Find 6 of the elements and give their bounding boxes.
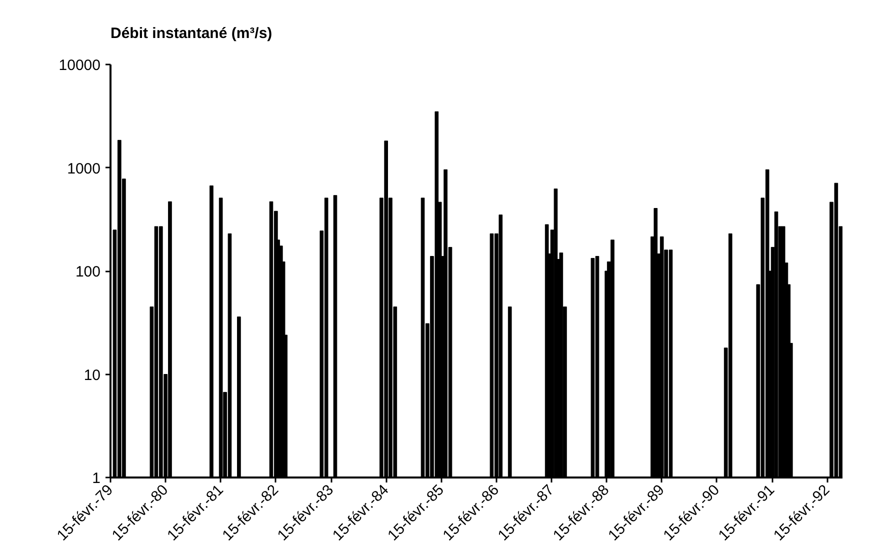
- y-tick-label: 10000: [58, 57, 101, 74]
- y-tick-label: 10: [84, 366, 101, 384]
- y-tick-label: 100: [75, 264, 101, 280]
- y-tick-label: 1: [92, 470, 100, 487]
- chart-title: Débit instantané (m³/s): [110, 25, 272, 42]
- y-tick-label: 1000: [67, 160, 101, 178]
